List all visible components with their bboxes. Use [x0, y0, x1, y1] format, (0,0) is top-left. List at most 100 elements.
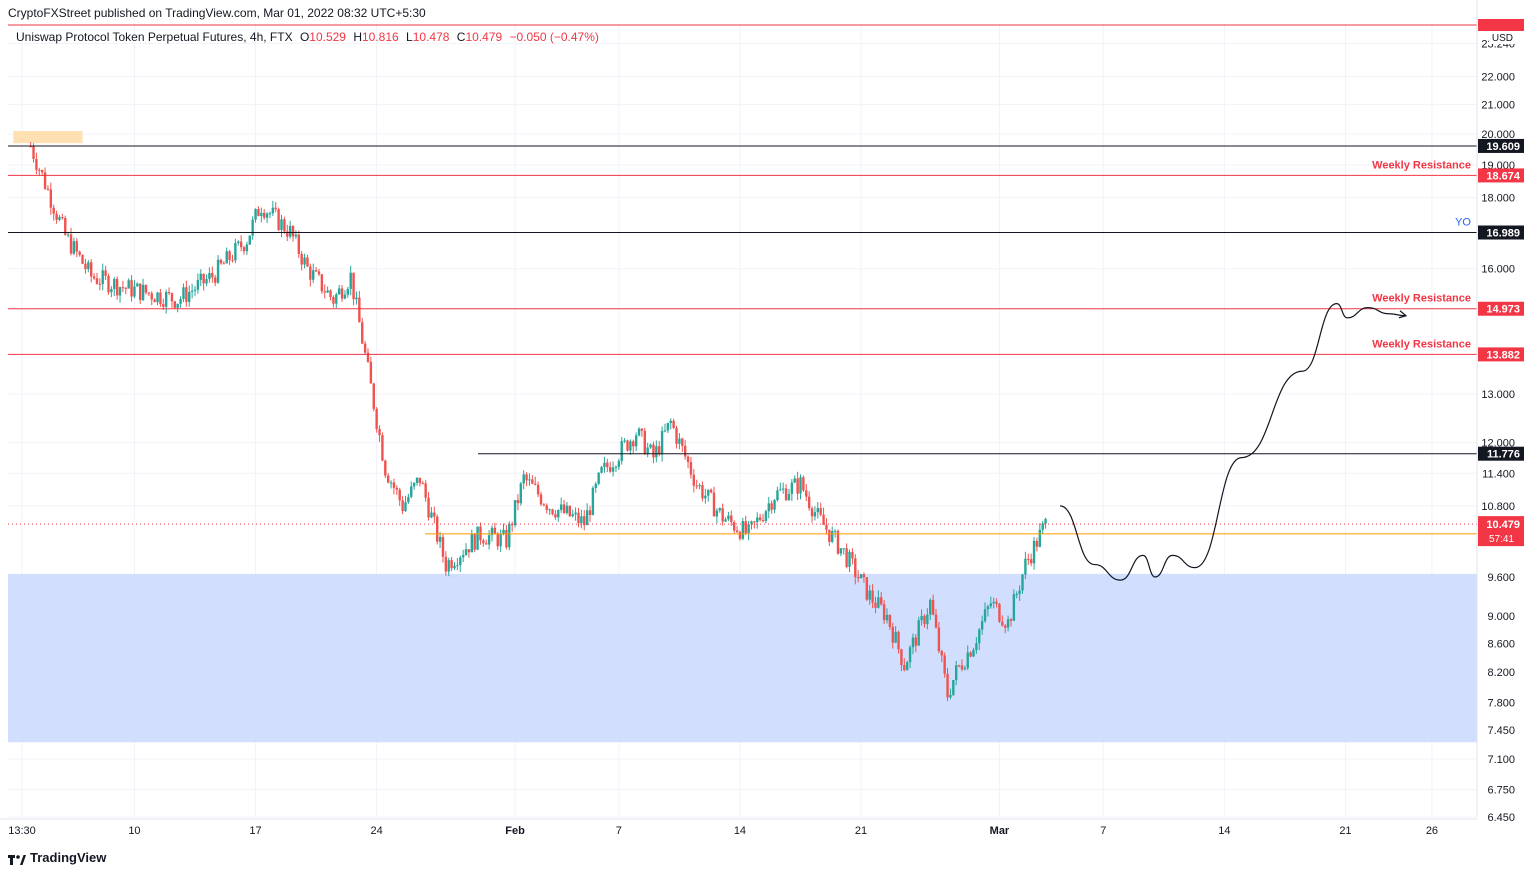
candle-body: [430, 512, 433, 518]
price-tick-label: 9.600: [1487, 572, 1515, 584]
candle-body: [470, 534, 473, 553]
candle-body: [1012, 594, 1016, 621]
candle-body: [297, 234, 300, 254]
candle-body: [133, 286, 136, 297]
candle-body: [461, 555, 465, 558]
candle-body: [773, 500, 776, 510]
candle-body: [234, 243, 237, 261]
candle-body: [611, 467, 615, 472]
candle-body: [741, 521, 745, 539]
candle-body: [1032, 540, 1036, 564]
candle-body: [456, 565, 459, 567]
candle-body: [672, 420, 675, 428]
price-tick-label: 13.000: [1481, 389, 1515, 401]
candle-body: [525, 474, 528, 481]
candle-body: [139, 283, 142, 301]
candle-body: [559, 504, 563, 510]
candle-body: [352, 272, 355, 300]
candle-body: [1035, 540, 1039, 547]
candle-body: [141, 284, 145, 301]
candle-body: [649, 444, 652, 448]
candle-body: [926, 614, 929, 625]
candle-body: [505, 529, 508, 548]
candle-body: [787, 493, 791, 501]
candle-body: [980, 621, 984, 630]
candle-body: [127, 280, 130, 289]
price-tick-label: 21.000: [1481, 100, 1515, 112]
candle-body: [92, 276, 96, 279]
level-badge: [1478, 168, 1524, 183]
time-tick-label: 21: [855, 825, 867, 837]
price-tick-label: 7.450: [1487, 725, 1515, 737]
candle-body: [153, 299, 156, 303]
candle-body: [868, 590, 871, 600]
symbol-legend: Uniswap Protocol Token Perpetual Futures…: [16, 30, 603, 44]
level-badge-label: 11.776: [1487, 449, 1520, 461]
candle-body: [164, 292, 168, 307]
candle-body: [75, 241, 78, 252]
candle-body: [124, 287, 127, 289]
level-badge-label: 19.609: [1486, 141, 1520, 153]
tradingview-brand[interactable]: TradingView: [8, 850, 106, 865]
candle-body: [361, 322, 364, 344]
candlesticks: [29, 142, 1047, 702]
demand-zone: [8, 573, 1477, 743]
candle-body: [69, 234, 73, 254]
level-badge: [1478, 225, 1524, 240]
candle-body: [634, 435, 638, 447]
level-badge-label: 16.989: [1486, 228, 1520, 240]
candle-body: [335, 294, 338, 304]
candle-body: [701, 485, 704, 499]
candle-body: [358, 297, 361, 323]
candle-body: [565, 505, 569, 513]
candle-body: [508, 523, 511, 548]
candle-body: [871, 590, 874, 603]
candle-body: [1038, 529, 1042, 547]
candle-body: [188, 291, 191, 302]
candle-body: [185, 287, 188, 302]
candle-body: [294, 234, 298, 237]
candle-body: [1018, 590, 1021, 595]
candle-body: [40, 170, 44, 173]
candle-body: [955, 665, 958, 680]
candle-body: [66, 234, 70, 236]
candle-body: [467, 549, 471, 553]
candle-body: [487, 535, 491, 545]
candle-body: [369, 361, 373, 384]
candle-body: [98, 283, 102, 285]
candle-body: [663, 430, 667, 432]
candle-body: [732, 522, 736, 531]
candle-body: [381, 435, 384, 461]
candle-body: [424, 483, 427, 498]
candle-body: [459, 557, 462, 566]
candle-body: [303, 257, 306, 265]
candle-body: [960, 665, 964, 670]
candle-body: [692, 474, 696, 486]
candle-body: [557, 509, 560, 518]
candle-body: [594, 483, 597, 488]
time-axis: 13:30 10 17 24 Feb 7 14 21 Mar 7 14 21 26: [0, 818, 1477, 837]
candle-body: [825, 524, 828, 530]
candle-body: [842, 548, 845, 550]
candle-body: [574, 512, 577, 515]
candle-body: [412, 482, 416, 487]
candle-body: [32, 146, 35, 159]
candle-body: [986, 606, 990, 610]
candle-body: [317, 271, 321, 275]
candle-body: [767, 503, 770, 512]
candle-body: [84, 263, 87, 270]
candle-body: [199, 273, 202, 280]
candle-body: [38, 169, 41, 171]
time-tick-label: 14: [734, 825, 746, 837]
candle-body: [61, 217, 64, 219]
candle-body: [410, 486, 413, 497]
candle-body: [72, 241, 76, 254]
candle-body: [877, 597, 880, 608]
symbol-name: Uniswap Protocol Token Perpetual Futures…: [16, 30, 293, 44]
publisher-line: CryptoFXStreet published on TradingView.…: [8, 6, 426, 20]
candle-body: [271, 207, 275, 214]
candle-body: [312, 270, 315, 280]
candle-body: [1004, 625, 1007, 628]
candle-body: [346, 288, 350, 295]
